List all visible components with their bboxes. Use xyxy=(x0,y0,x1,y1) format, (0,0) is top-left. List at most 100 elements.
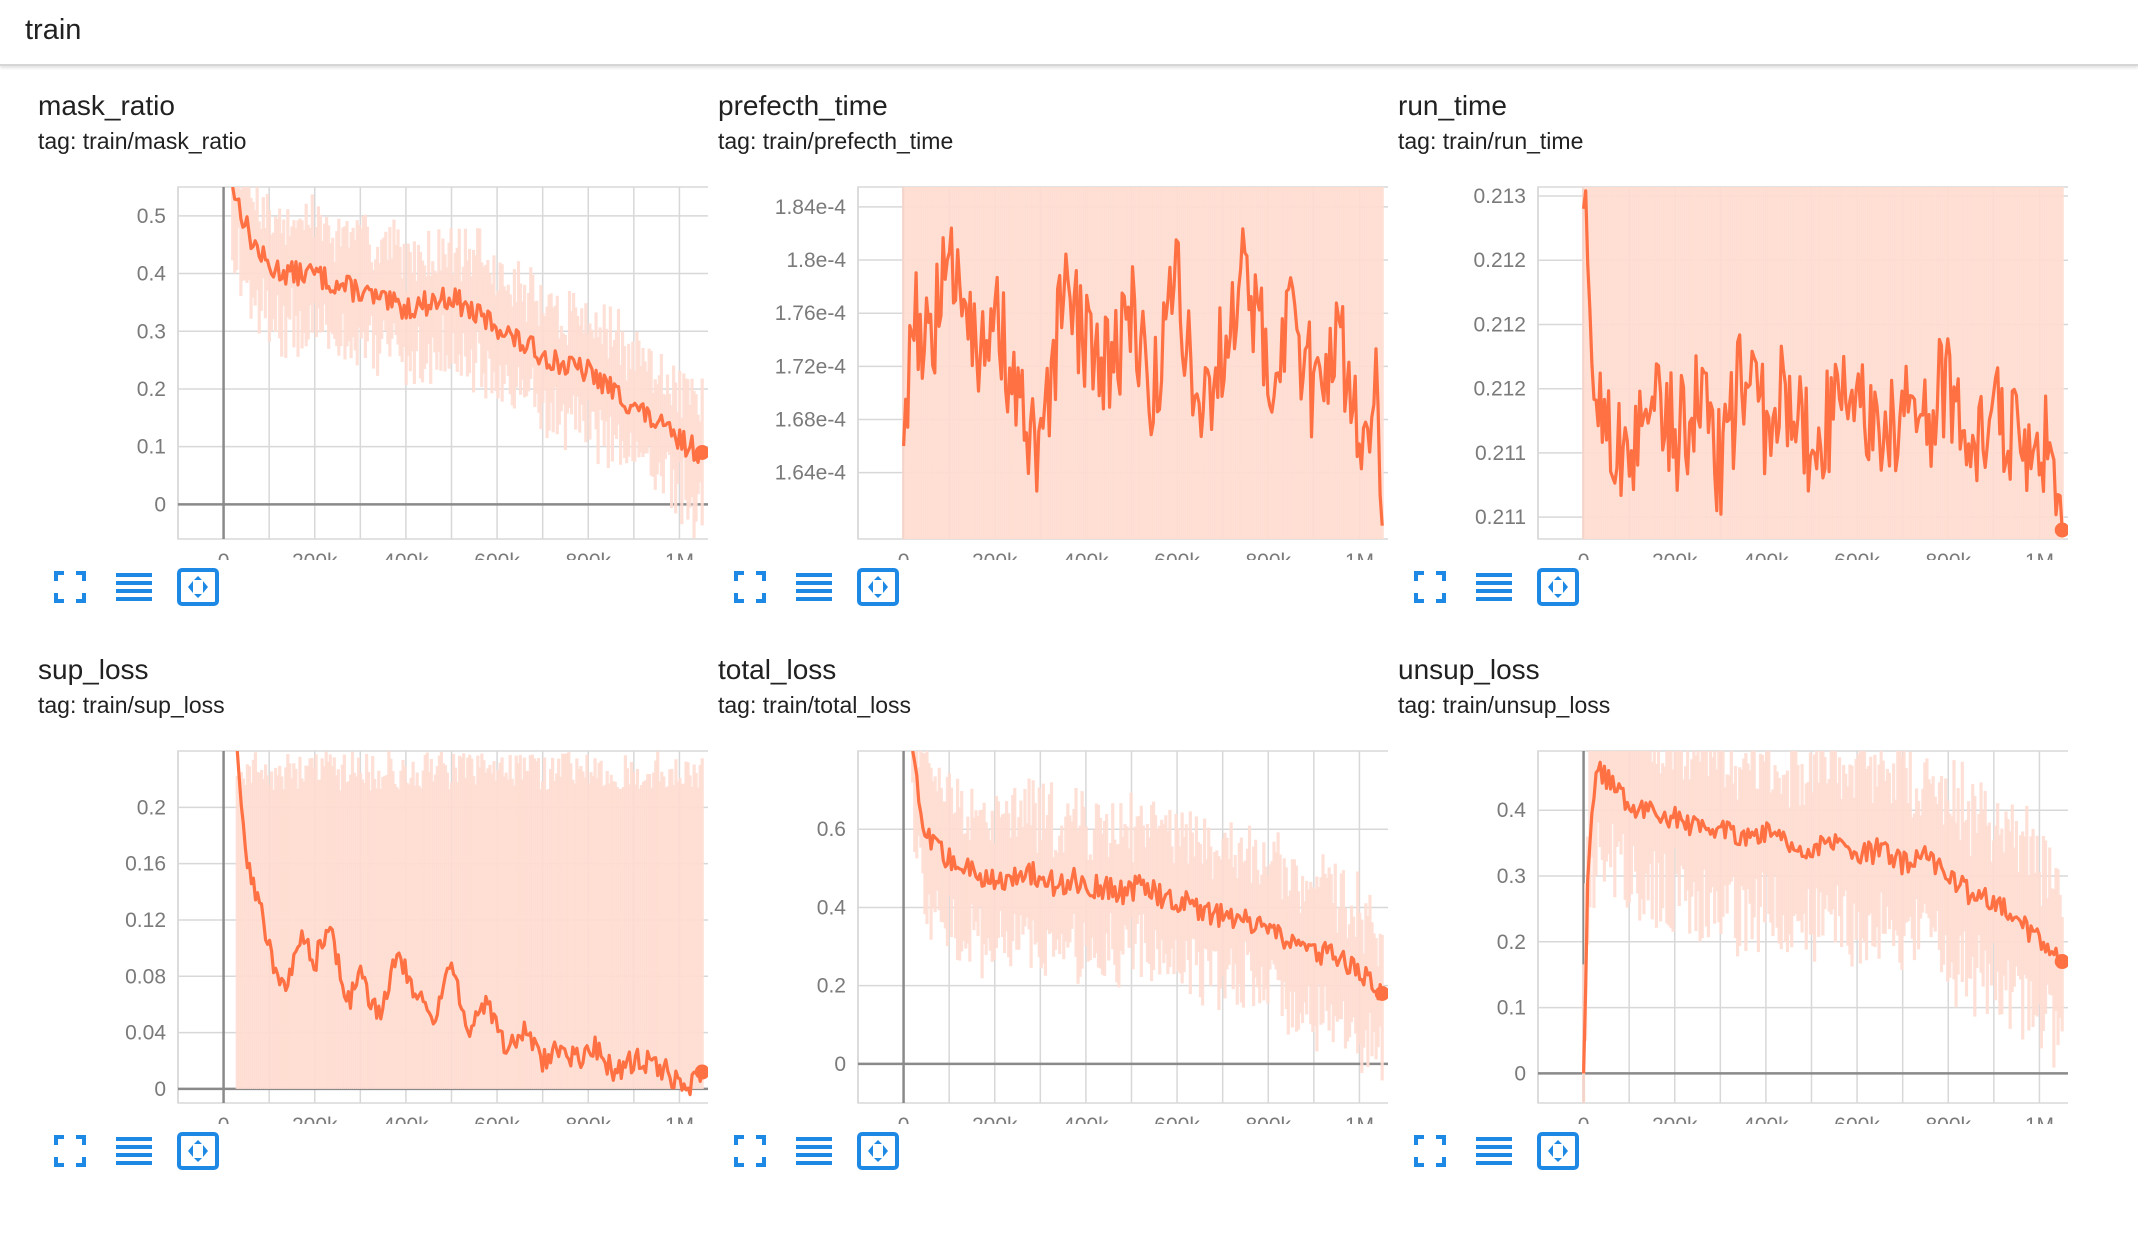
log-scale-button[interactable] xyxy=(792,565,836,609)
fullscreen-button[interactable] xyxy=(728,1129,772,1173)
raw-data-band xyxy=(231,187,704,539)
log-scale-button[interactable] xyxy=(112,1129,156,1173)
x-tick-label: 400k xyxy=(1743,1114,1789,1124)
y-tick-label: 0.08 xyxy=(125,965,166,988)
y-tick-label: 0.212 xyxy=(1473,378,1526,401)
chart-tag: tag: train/total_loss xyxy=(718,692,912,718)
x-tick-label: 0 xyxy=(218,1114,230,1124)
y-tick-label: 1.76e-4 xyxy=(775,302,847,325)
x-tick-label: 0 xyxy=(218,550,230,560)
x-tick-label: 200k xyxy=(1652,550,1698,560)
line-chart[interactable]: 0 200k 400k 600k 800k 1M 1.64e-4 1.68e-4 1.72e-4… xyxy=(708,80,1388,560)
fit-domain-button[interactable] xyxy=(1536,565,1580,609)
chart-card-run-time: run_time tag: train/run_time 0 200k 400k 600k… xyxy=(1388,80,2068,640)
chart-tag: tag: train/unsup_loss xyxy=(1398,692,1611,718)
y-tick-label: 1.84e-4 xyxy=(775,196,847,219)
log-scale-button[interactable] xyxy=(1472,1129,1516,1173)
fit-domain-button[interactable] xyxy=(856,565,900,609)
log-scale-button[interactable] xyxy=(1472,565,1516,609)
y-tick-label: 0.4 xyxy=(137,263,167,286)
series-line xyxy=(911,751,1384,1001)
fit-domain-icon xyxy=(1537,1132,1579,1170)
fit-domain-icon xyxy=(1537,568,1579,606)
chart-card-sup-loss: sup_loss tag: train/sup_loss 0 200k 400k 600k… xyxy=(28,644,708,1204)
last-value-point xyxy=(1374,985,1388,1001)
x-tick-label: 800k xyxy=(1925,550,1971,560)
fit-domain-button[interactable] xyxy=(176,565,220,609)
raw-data-band xyxy=(235,751,704,1089)
x-tick-label: 600k xyxy=(1154,550,1200,560)
chart-title: total_loss xyxy=(718,654,837,685)
x-tick-label: 0 xyxy=(1578,1114,1590,1124)
raw-data-band xyxy=(1581,751,2064,1103)
chart-tag: tag: train/prefecth_time xyxy=(718,128,954,154)
fullscreen-button[interactable] xyxy=(1408,565,1452,609)
chart-tag: tag: train/mask_ratio xyxy=(38,128,247,154)
x-tick-label: 1M xyxy=(665,1114,694,1124)
y-tick-label: 0.3 xyxy=(1497,865,1526,888)
y-tick-label: 0.212 xyxy=(1473,313,1526,336)
x-tick-label: 200k xyxy=(1652,1114,1698,1124)
fit-domain-button[interactable] xyxy=(1536,1129,1580,1173)
y-tick-label: 0.2 xyxy=(137,378,166,401)
chart-controls xyxy=(1408,565,1708,609)
run-header: train xyxy=(0,0,2138,66)
y-tick-label: 0.1 xyxy=(1497,997,1526,1020)
chart-tag: tag: train/run_time xyxy=(1398,128,1584,154)
y-tick-label: 0.16 xyxy=(125,853,166,876)
log-scale-button[interactable] xyxy=(112,565,156,609)
x-tick-label: 800k xyxy=(565,550,611,560)
x-tick-label: 400k xyxy=(1063,550,1109,560)
y-tick-label: 0.211 xyxy=(1475,442,1526,465)
y-tick-label: 0.04 xyxy=(125,1022,166,1045)
y-tick-label: 0.211 xyxy=(1475,506,1526,529)
line-chart[interactable]: 0 200k 400k 600k 800k 1M 0.211 0.211 0.212 0.212 0… xyxy=(1388,80,2068,560)
fullscreen-icon xyxy=(1414,1135,1446,1167)
fullscreen-button[interactable] xyxy=(728,565,772,609)
x-tick-label: 1M xyxy=(1345,550,1374,560)
chart-tag: tag: train/sup_loss xyxy=(38,692,225,718)
fullscreen-button[interactable] xyxy=(1408,1129,1452,1173)
x-tick-label: 400k xyxy=(1743,550,1789,560)
plot-frame xyxy=(177,750,708,1104)
plot-frame xyxy=(1537,750,2068,1104)
plot-frame xyxy=(177,186,708,540)
y-tick-label: 1.72e-4 xyxy=(775,355,847,378)
y-tick-label: 0.213 xyxy=(1473,185,1526,208)
y-tick-label: 0 xyxy=(1514,1062,1526,1085)
x-tick-label: 1M xyxy=(2025,550,2054,560)
chart-controls xyxy=(1408,1129,1708,1173)
log-scale-button[interactable] xyxy=(792,1129,836,1173)
last-value-point xyxy=(2054,522,2068,538)
fit-domain-icon xyxy=(177,568,219,606)
last-value-point xyxy=(2054,954,2068,970)
fullscreen-button[interactable] xyxy=(48,1129,92,1173)
fit-domain-button[interactable] xyxy=(856,1129,900,1173)
x-tick-label: 1M xyxy=(2025,1114,2054,1124)
y-tick-label: 0.212 xyxy=(1473,249,1526,272)
line-chart[interactable]: 0 200k 400k 600k 800k 1M 0 0.1 0.2 0.3 0.4 0.5 xyxy=(28,80,708,560)
x-tick-label: 400k xyxy=(383,1114,429,1124)
x-tick-label: 1M xyxy=(665,550,694,560)
run-title: train xyxy=(25,14,82,46)
raw-data-band xyxy=(901,187,1384,539)
toggle-log-scale-icon xyxy=(796,573,832,601)
chart-card-prefecth-time: prefecth_time tag: train/prefecth_time 0 20… xyxy=(708,80,1388,640)
y-tick-label: 0.4 xyxy=(1497,799,1527,822)
chart-title: prefecth_time xyxy=(718,90,888,121)
chart-controls xyxy=(48,1129,348,1173)
fullscreen-icon xyxy=(54,1135,86,1167)
line-chart[interactable]: 0 200k 400k 600k 800k 1M 0 0.04 0.08 0.12 0.16 0.2 xyxy=(28,644,708,1124)
line-chart[interactable]: 0 200k 400k 600k 800k 1M 0 0.1 0.2 0.3 0.4 xyxy=(1388,644,2068,1124)
fullscreen-button[interactable] xyxy=(48,565,92,609)
last-value-point xyxy=(694,1064,708,1080)
fit-domain-icon xyxy=(177,1132,219,1170)
x-tick-label: 600k xyxy=(1834,1114,1880,1124)
y-tick-label: 1.68e-4 xyxy=(775,408,847,431)
x-tick-label: 800k xyxy=(565,1114,611,1124)
chart-controls xyxy=(48,565,348,609)
line-chart[interactable]: 0 200k 400k 600k 800k 1M 0 0.2 0.4 0.6 xyxy=(708,644,1388,1124)
fit-domain-button[interactable] xyxy=(176,1129,220,1173)
x-tick-label: 0 xyxy=(898,1114,910,1124)
chart-controls xyxy=(728,565,1028,609)
